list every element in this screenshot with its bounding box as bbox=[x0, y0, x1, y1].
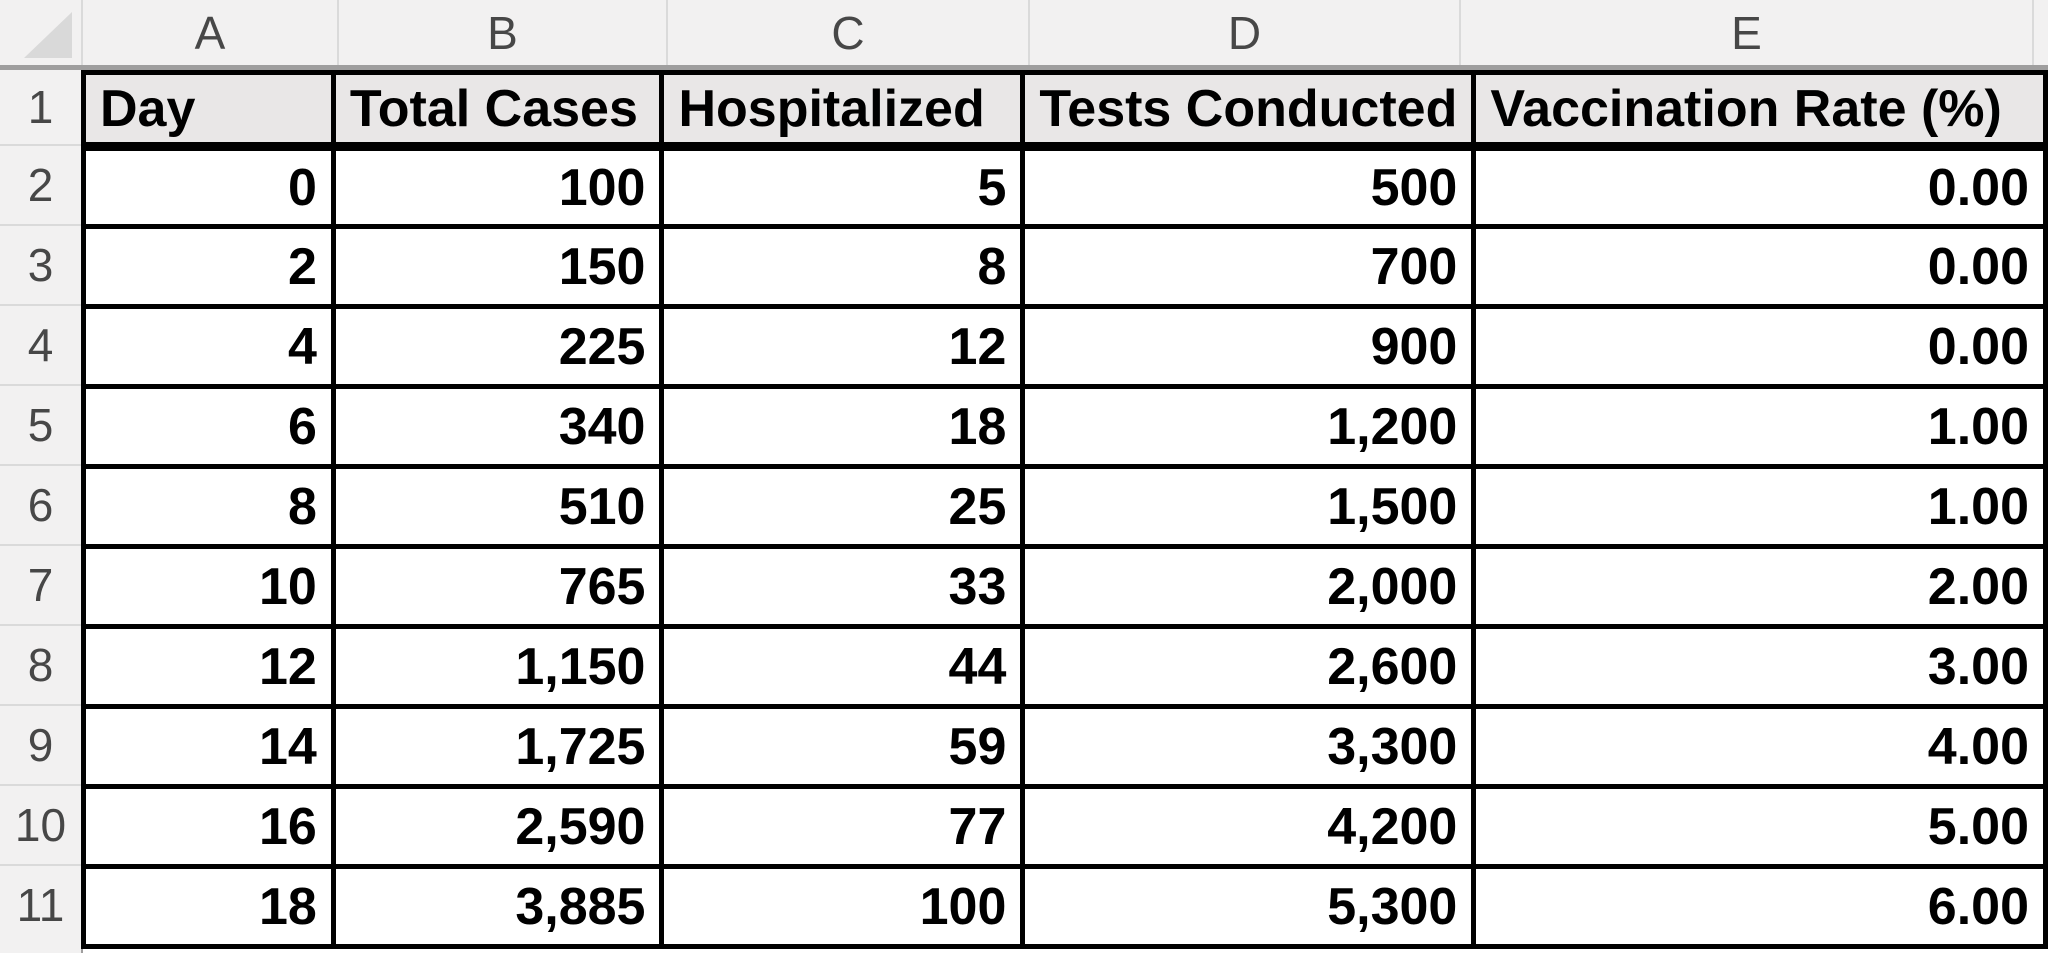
row-header-7[interactable]: 7 bbox=[0, 544, 81, 624]
select-all-corner[interactable] bbox=[0, 0, 81, 65]
cell-E10[interactable]: 5.00 bbox=[1471, 784, 2048, 869]
row-header-9[interactable]: 9 bbox=[0, 704, 81, 784]
cell-C9[interactable]: 59 bbox=[659, 704, 1026, 789]
row-header-10[interactable]: 10 bbox=[0, 784, 81, 864]
cell-B11[interactable]: 3,885 bbox=[330, 864, 665, 949]
cell-A7[interactable]: 10 bbox=[81, 544, 336, 629]
cell-A6[interactable]: 8 bbox=[81, 464, 336, 549]
cell-B6[interactable]: 510 bbox=[330, 464, 665, 549]
cell-E9[interactable]: 4.00 bbox=[1471, 704, 2048, 789]
cell-B10[interactable]: 2,590 bbox=[330, 784, 665, 869]
cell-B9[interactable]: 1,725 bbox=[330, 704, 665, 789]
cell-E8[interactable]: 3.00 bbox=[1471, 624, 2048, 709]
column-header-c[interactable]: C bbox=[666, 0, 1028, 65]
cell-C1[interactable]: Hospitalized bbox=[659, 70, 1026, 151]
table-row: 6 340 18 1,200 1.00 bbox=[81, 384, 2048, 469]
cell-E3[interactable]: 0.00 bbox=[1471, 224, 2048, 309]
cell-D4[interactable]: 900 bbox=[1020, 304, 1477, 389]
cell-B3[interactable]: 150 bbox=[330, 224, 665, 309]
row-header-6[interactable]: 6 bbox=[0, 464, 81, 544]
table-row: 16 2,590 77 4,200 5.00 bbox=[81, 784, 2048, 869]
cell-E6[interactable]: 1.00 bbox=[1471, 464, 2048, 549]
cell-A4[interactable]: 4 bbox=[81, 304, 336, 389]
cell-D5[interactable]: 1,200 bbox=[1020, 384, 1477, 469]
cell-E4[interactable]: 0.00 bbox=[1471, 304, 2048, 389]
cell-E7[interactable]: 2.00 bbox=[1471, 544, 2048, 629]
cell-C6[interactable]: 25 bbox=[659, 464, 1026, 549]
row-header-5[interactable]: 5 bbox=[0, 384, 81, 464]
cell-A10[interactable]: 16 bbox=[81, 784, 336, 869]
cell-B4[interactable]: 225 bbox=[330, 304, 665, 389]
cell-A3[interactable]: 2 bbox=[81, 224, 336, 309]
cell-A1[interactable]: Day bbox=[81, 70, 336, 151]
cell-D8[interactable]: 2,600 bbox=[1020, 624, 1477, 709]
table-row: 4 225 12 900 0.00 bbox=[81, 304, 2048, 389]
column-header-a[interactable]: A bbox=[81, 0, 337, 65]
cell-E2[interactable]: 0.00 bbox=[1471, 144, 2048, 229]
column-header-filler bbox=[2032, 0, 2048, 65]
cell-D2[interactable]: 500 bbox=[1020, 144, 1477, 229]
cell-B1[interactable]: Total Cases bbox=[330, 70, 665, 151]
column-header-d[interactable]: D bbox=[1028, 0, 1459, 65]
cell-A8[interactable]: 12 bbox=[81, 624, 336, 709]
cell-B5[interactable]: 340 bbox=[330, 384, 665, 469]
column-header-b[interactable]: B bbox=[337, 0, 666, 65]
cell-D3[interactable]: 700 bbox=[1020, 224, 1477, 309]
table-row: 2 150 8 700 0.00 bbox=[81, 224, 2048, 309]
table-row: 12 1,150 44 2,600 3.00 bbox=[81, 624, 2048, 709]
cell-E1[interactable]: Vaccination Rate (%) bbox=[1471, 70, 2048, 151]
cell-C2[interactable]: 5 bbox=[659, 144, 1026, 229]
worksheet-grid: Day Total Cases Hospitalized Tests Conducte… bbox=[81, 70, 2048, 949]
cell-A5[interactable]: 6 bbox=[81, 384, 336, 469]
table-row: 8 510 25 1,500 1.00 bbox=[81, 464, 2048, 549]
row-header-4[interactable]: 4 bbox=[0, 304, 81, 384]
cell-C4[interactable]: 12 bbox=[659, 304, 1026, 389]
row-header-3[interactable]: 3 bbox=[0, 224, 81, 304]
cell-C11[interactable]: 100 bbox=[659, 864, 1026, 949]
table-row: 18 3,885 100 5,300 6.00 bbox=[81, 864, 2048, 949]
column-header-e[interactable]: E bbox=[1459, 0, 2032, 65]
cell-C5[interactable]: 18 bbox=[659, 384, 1026, 469]
cell-C8[interactable]: 44 bbox=[659, 624, 1026, 709]
cell-A9[interactable]: 14 bbox=[81, 704, 336, 789]
cell-A2[interactable]: 0 bbox=[81, 144, 336, 229]
cell-B7[interactable]: 765 bbox=[330, 544, 665, 629]
cell-D10[interactable]: 4,200 bbox=[1020, 784, 1477, 869]
cell-D6[interactable]: 1,500 bbox=[1020, 464, 1477, 549]
cell-C10[interactable]: 77 bbox=[659, 784, 1026, 869]
row-header-2[interactable]: 2 bbox=[0, 144, 81, 224]
table-row: 14 1,725 59 3,300 4.00 bbox=[81, 704, 2048, 789]
cell-D1[interactable]: Tests Conducted bbox=[1020, 70, 1477, 151]
row-header-strip: 1 2 3 4 5 6 7 8 9 10 11 bbox=[0, 70, 83, 953]
cell-C3[interactable]: 8 bbox=[659, 224, 1026, 309]
cell-C7[interactable]: 33 bbox=[659, 544, 1026, 629]
cell-E11[interactable]: 6.00 bbox=[1471, 864, 2048, 949]
cell-D11[interactable]: 5,300 bbox=[1020, 864, 1477, 949]
table-row: 10 765 33 2,000 2.00 bbox=[81, 544, 2048, 629]
select-all-triangle-icon bbox=[24, 12, 72, 58]
header-strip-divider bbox=[0, 65, 2048, 70]
cell-E5[interactable]: 1.00 bbox=[1471, 384, 2048, 469]
row-header-11[interactable]: 11 bbox=[0, 864, 81, 944]
cell-B2[interactable]: 100 bbox=[330, 144, 665, 229]
row-header-8[interactable]: 8 bbox=[0, 624, 81, 704]
cell-D9[interactable]: 3,300 bbox=[1020, 704, 1477, 789]
cell-B8[interactable]: 1,150 bbox=[330, 624, 665, 709]
table-row: 0 100 5 500 0.00 bbox=[81, 144, 2048, 229]
cell-D7[interactable]: 2,000 bbox=[1020, 544, 1477, 629]
row-header-1[interactable]: 1 bbox=[27, 81, 54, 133]
cell-A11[interactable]: 18 bbox=[81, 864, 336, 949]
